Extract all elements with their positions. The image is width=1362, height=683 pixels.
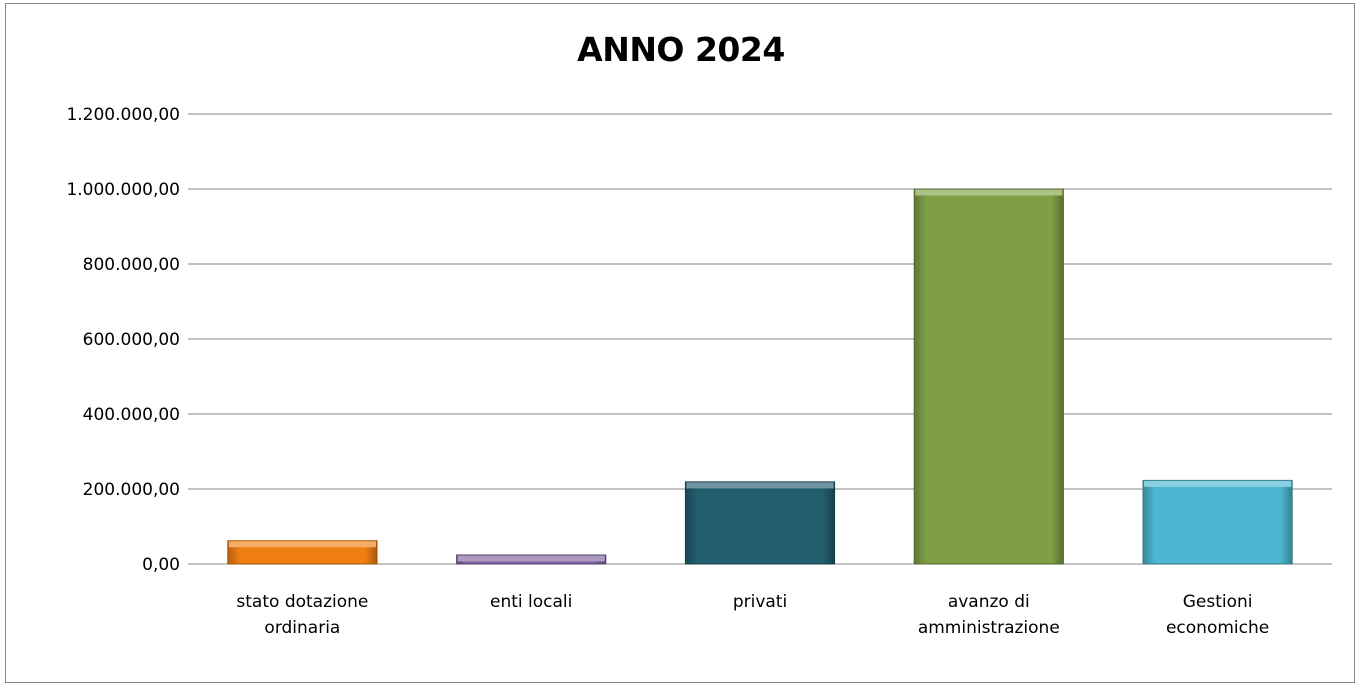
- y-tick-label: 1.200.000,00: [66, 105, 180, 125]
- bar-highlight: [915, 189, 1063, 196]
- bar-highlight: [228, 541, 376, 548]
- x-category-label: enti locali: [490, 592, 572, 612]
- gridlines: [188, 113, 1332, 565]
- x-category-label: avanzo di amministrazione: [918, 592, 1060, 638]
- x-axis-labels: stato dotazione ordinaria enti locali priva…: [236, 592, 1269, 638]
- bar-highlight: [1144, 480, 1292, 487]
- bar: [1142, 479, 1293, 565]
- bar-highlight: [457, 555, 605, 562]
- x-category-label: privati: [733, 592, 787, 612]
- y-tick-label: 0,00: [142, 555, 180, 575]
- y-axis-ticks: 0,00 200.000,00 400.000,00 600.000,00 800.00…: [66, 105, 180, 575]
- chart-frame: [5, 3, 1355, 683]
- bar: [684, 481, 836, 565]
- bar-chart: 0,00 200.000,00 400.000,00 600.000,00 800.00…: [66, 105, 1332, 638]
- y-tick-label: 200.000,00: [83, 480, 180, 500]
- y-tick-label: 400.000,00: [83, 405, 180, 425]
- x-category-label: Gestioni economiche: [1166, 592, 1269, 638]
- y-tick-label: 800.000,00: [83, 255, 180, 275]
- bar-highlight: [686, 482, 834, 489]
- y-tick-label: 1.000.000,00: [66, 180, 180, 200]
- bars: [227, 188, 1293, 565]
- x-category-label: stato dotazione ordinaria: [236, 592, 368, 638]
- chart-title: ANNO 2024: [577, 30, 785, 69]
- bar: [913, 188, 1064, 565]
- y-tick-label: 600.000,00: [83, 330, 180, 350]
